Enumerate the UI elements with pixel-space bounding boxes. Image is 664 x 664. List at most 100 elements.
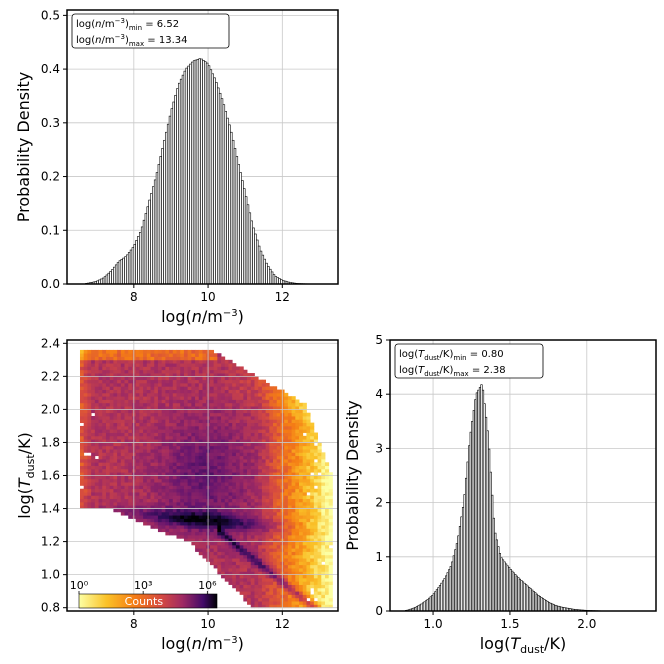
heatmap-cell: [261, 465, 267, 470]
heatmap-cell: [209, 548, 215, 552]
heatmap-cell: [117, 505, 122, 509]
heatmap-cell: [291, 429, 296, 433]
heatmap-cell: [269, 548, 274, 552]
heatmap-cell: [172, 478, 177, 483]
heatmap-cell: [224, 382, 229, 387]
heatmap-cell: [284, 462, 289, 466]
heatmap-cell: [183, 392, 189, 397]
heatmap-cell: [172, 482, 177, 486]
heatmap-cell: [176, 366, 181, 371]
heatmap-cell: [273, 604, 278, 609]
heatmap-cell: [150, 472, 155, 476]
heatmap-cell: [191, 468, 196, 473]
heatmap-cell: [328, 505, 333, 509]
heatmap-cell: [176, 359, 181, 364]
heatmap-cell: [102, 505, 107, 509]
heatmap-cell: [328, 492, 333, 496]
heatmap-cell: [109, 488, 114, 493]
heatmap-cell: [117, 359, 122, 364]
heatmap-cell: [176, 439, 181, 443]
heatmap-cell: [224, 429, 229, 433]
heatmap-cell: [299, 601, 304, 605]
heatmap-cell: [302, 511, 307, 516]
heatmap-cell: [113, 439, 118, 443]
heatmap-cell: [161, 432, 166, 437]
heatmap-cell: [250, 558, 255, 562]
heatmap-cell: [213, 432, 218, 437]
heatmap-cell: [243, 488, 248, 493]
heatmap-cell: [146, 379, 151, 384]
heatmap-cell: [91, 379, 96, 384]
heatmap-cell: [128, 409, 133, 414]
heatmap-cell: [310, 541, 315, 546]
heatmap-cell: [87, 429, 92, 433]
heatmap-cell: [321, 455, 326, 460]
heatmap-cell: [232, 478, 237, 483]
heatmap-cell: [83, 449, 88, 453]
heatmap-cell: [213, 472, 218, 476]
heatmap-cell: [124, 492, 129, 496]
heatmap-cell: [124, 495, 129, 500]
heatmap-cell: [232, 581, 237, 585]
heatmap-cell: [165, 462, 170, 466]
heatmap-cell: [235, 449, 241, 453]
heatmap-cell: [202, 449, 207, 453]
heatmap-cell: [117, 356, 122, 361]
heatmap-cell: [302, 475, 307, 480]
heatmap-cell: [284, 561, 289, 566]
heatmap-cell: [232, 379, 237, 384]
density-y-tick-label: 0.0: [41, 277, 60, 291]
heatmap-cell: [124, 386, 129, 390]
heatmap-cell: [91, 475, 96, 480]
heatmap-cell: [217, 406, 222, 410]
heatmap-cell: [228, 561, 233, 566]
heatmap-cell: [195, 505, 200, 509]
heatmap-cell: [176, 382, 181, 387]
heatmap-cell: [169, 406, 174, 410]
heatmap-cell: [135, 369, 140, 374]
heatmap-cell: [202, 515, 207, 519]
heatmap-cell: [243, 544, 248, 549]
heatmap-cell: [265, 531, 270, 536]
heatmap-cell: [165, 399, 170, 404]
heatmap-cell: [183, 445, 189, 450]
heatmap-cell: [187, 392, 192, 397]
heatmap-cell: [310, 554, 315, 559]
heatmap-cell: [79, 445, 85, 450]
heatmap-cell: [221, 439, 226, 443]
heatmap-cell: [261, 594, 267, 599]
heatmap-cell: [150, 406, 155, 410]
heatmap-cell: [202, 544, 207, 549]
heatmap-cell: [235, 538, 241, 542]
heatmap-cell: [154, 442, 159, 447]
heatmap-cell: [187, 515, 192, 519]
heatmap-cell: [228, 554, 233, 559]
heatmap-cell: [299, 472, 304, 476]
heatmap-cell: [313, 511, 318, 516]
heatmap-cell: [165, 482, 170, 486]
heatmap-cell: [224, 478, 229, 483]
heatmap-cell: [109, 501, 114, 506]
heatmap-cell: [228, 412, 233, 417]
heatmap-cell: [261, 458, 267, 463]
heatmap-cell: [91, 376, 96, 381]
heatmap-cell: [291, 511, 296, 516]
heatmap-cell: [321, 462, 326, 466]
heatmap-cell: [105, 462, 111, 466]
heatmap-cell: [195, 389, 200, 394]
heatmap-cell: [302, 561, 307, 566]
heatmap-cell: [202, 501, 207, 506]
heatmap-cell: [169, 492, 174, 496]
heatmap-cell: [94, 422, 99, 427]
heatmap-cell: [287, 396, 292, 400]
heatmap-cell: [180, 452, 185, 457]
heatmap-cell: [247, 525, 252, 529]
heatmap-cell: [117, 435, 122, 440]
heatmap-cell: [254, 386, 259, 390]
heatmap-cell: [287, 581, 292, 585]
heatmap-cell: [146, 498, 151, 503]
heatmap-cell: [172, 416, 177, 420]
heatmap-cell: [117, 373, 122, 377]
heatmap-cell: [291, 548, 296, 552]
heatmap-cell: [128, 472, 133, 476]
